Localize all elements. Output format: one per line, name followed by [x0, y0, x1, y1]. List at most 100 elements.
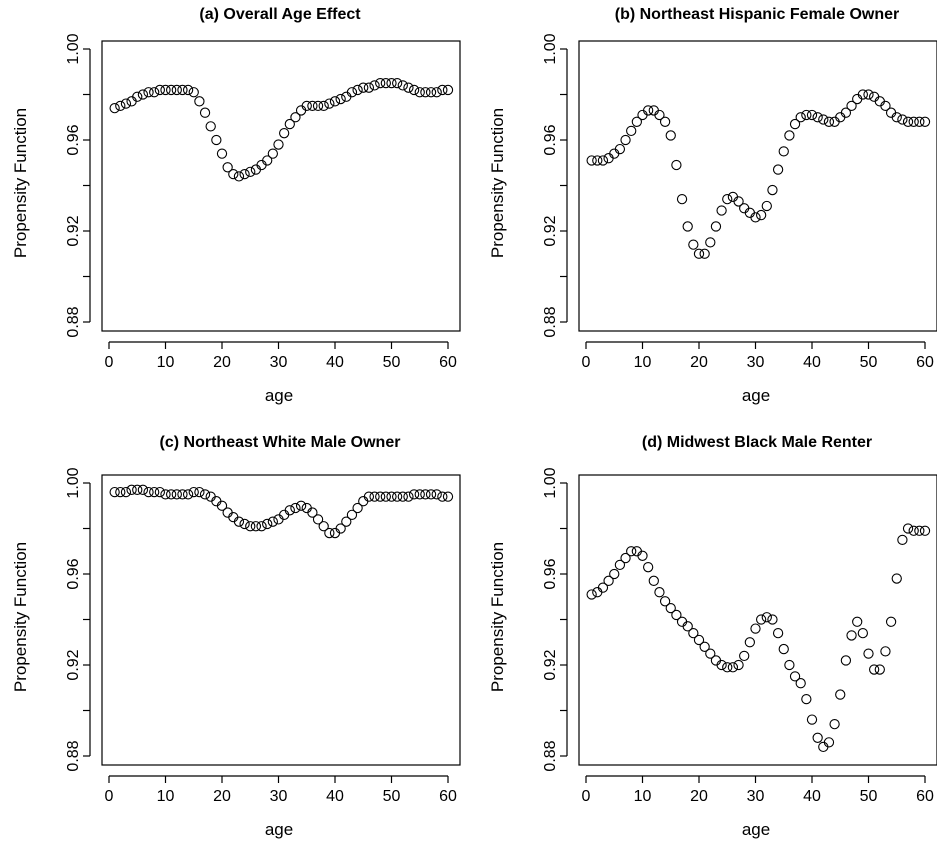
data-point — [369, 80, 380, 91]
x-tick-label: 50 — [383, 354, 401, 371]
data-point — [245, 166, 256, 177]
data-point — [295, 105, 307, 116]
data-point — [109, 103, 120, 114]
data-point — [437, 84, 448, 96]
data-point — [654, 587, 665, 598]
data-point — [318, 100, 329, 112]
data-point — [358, 82, 369, 93]
data-point — [722, 193, 733, 205]
data-point — [267, 148, 278, 159]
chart-panel-1: (a) Overall Age Effect 0 10 20 30 40 50 60 age 0.… — [11, 6, 461, 405]
data-point — [688, 628, 699, 639]
data-point — [852, 93, 863, 105]
data-point — [346, 87, 358, 98]
data-point — [312, 100, 324, 112]
data-point — [597, 155, 609, 166]
y-tick-label: 0.92 — [65, 649, 82, 680]
data-point — [329, 96, 341, 107]
data-point — [846, 100, 857, 112]
data-point — [177, 84, 188, 96]
data-point — [324, 98, 335, 109]
data-point — [914, 116, 925, 127]
data-point — [397, 491, 408, 502]
data-point — [620, 134, 631, 146]
data-point — [194, 96, 205, 107]
data-point — [284, 118, 295, 130]
data-point — [823, 116, 835, 127]
data-point — [233, 171, 245, 182]
data-point — [705, 237, 716, 248]
data-point — [671, 609, 682, 621]
data-point — [380, 491, 391, 502]
data-point — [806, 714, 818, 725]
data-point — [143, 87, 154, 98]
x-axis-label: age — [265, 820, 293, 839]
data-point — [290, 112, 301, 123]
data-point — [414, 87, 425, 98]
data-point — [216, 500, 228, 511]
data-point — [442, 491, 454, 502]
data-point — [688, 239, 699, 250]
panel-title: (a) Overall Age Effect — [199, 6, 361, 23]
x-axis-label: age — [265, 386, 293, 405]
data-point — [290, 502, 301, 514]
data-point — [397, 80, 408, 91]
y-tick-label: 0.88 — [65, 306, 82, 337]
data-point — [307, 507, 318, 518]
data-point — [171, 84, 182, 96]
data-point — [671, 159, 682, 171]
x-tick-label: 40 — [326, 788, 344, 805]
data-point — [682, 221, 693, 232]
x-tick-label: 30 — [270, 788, 288, 805]
plot-frame — [101, 474, 461, 766]
data-point — [586, 155, 597, 166]
panel-title: (b) Northeast Hispanic Female Owner — [615, 6, 900, 23]
data-point — [205, 491, 216, 502]
data-point — [154, 486, 165, 498]
x-tick-label: 0 — [105, 788, 114, 805]
plot-frame — [578, 40, 937, 332]
data-point — [789, 671, 801, 682]
data-point — [908, 116, 919, 127]
data-point — [341, 91, 352, 102]
data-point — [177, 489, 188, 500]
data-point — [137, 484, 149, 495]
data-point — [739, 203, 750, 214]
data-point — [631, 116, 642, 127]
data-point — [592, 155, 603, 166]
data-point — [262, 155, 273, 166]
data-point — [761, 200, 772, 212]
data-point — [228, 168, 239, 180]
x-tick-label: 0 — [105, 354, 114, 371]
data-point — [840, 107, 852, 118]
data-point — [132, 91, 143, 102]
data-point — [654, 109, 665, 121]
data-point — [222, 507, 233, 518]
x-tick-label: 60 — [916, 354, 934, 371]
data-point — [369, 491, 380, 502]
data-point — [648, 105, 659, 116]
x-tick-label: 60 — [439, 788, 457, 805]
data-point — [386, 77, 397, 89]
data-point — [761, 612, 772, 623]
chart-panel-4: (d) Midwest Black Male Renter 0 10 20 30 40 50… — [488, 434, 937, 839]
data-point — [710, 221, 722, 232]
data-point — [329, 527, 341, 539]
data-point — [919, 116, 931, 127]
data-point — [614, 143, 626, 155]
data-point — [693, 634, 705, 646]
data-point — [149, 87, 160, 98]
data-point — [160, 84, 171, 96]
y-tick-label: 0.96 — [65, 124, 82, 155]
data-point — [795, 112, 806, 123]
x-tick-label: 20 — [213, 788, 231, 805]
y-axis-label: Propensity Function — [488, 542, 507, 692]
data-point — [812, 112, 823, 123]
y-axis-label: Propensity Function — [11, 542, 30, 692]
x-tick-label: 60 — [439, 354, 457, 371]
x-tick-label: 30 — [747, 788, 765, 805]
data-point — [626, 125, 637, 137]
data-point — [744, 637, 755, 648]
data-point — [801, 109, 812, 121]
y-tick-label: 1.00 — [542, 33, 559, 64]
